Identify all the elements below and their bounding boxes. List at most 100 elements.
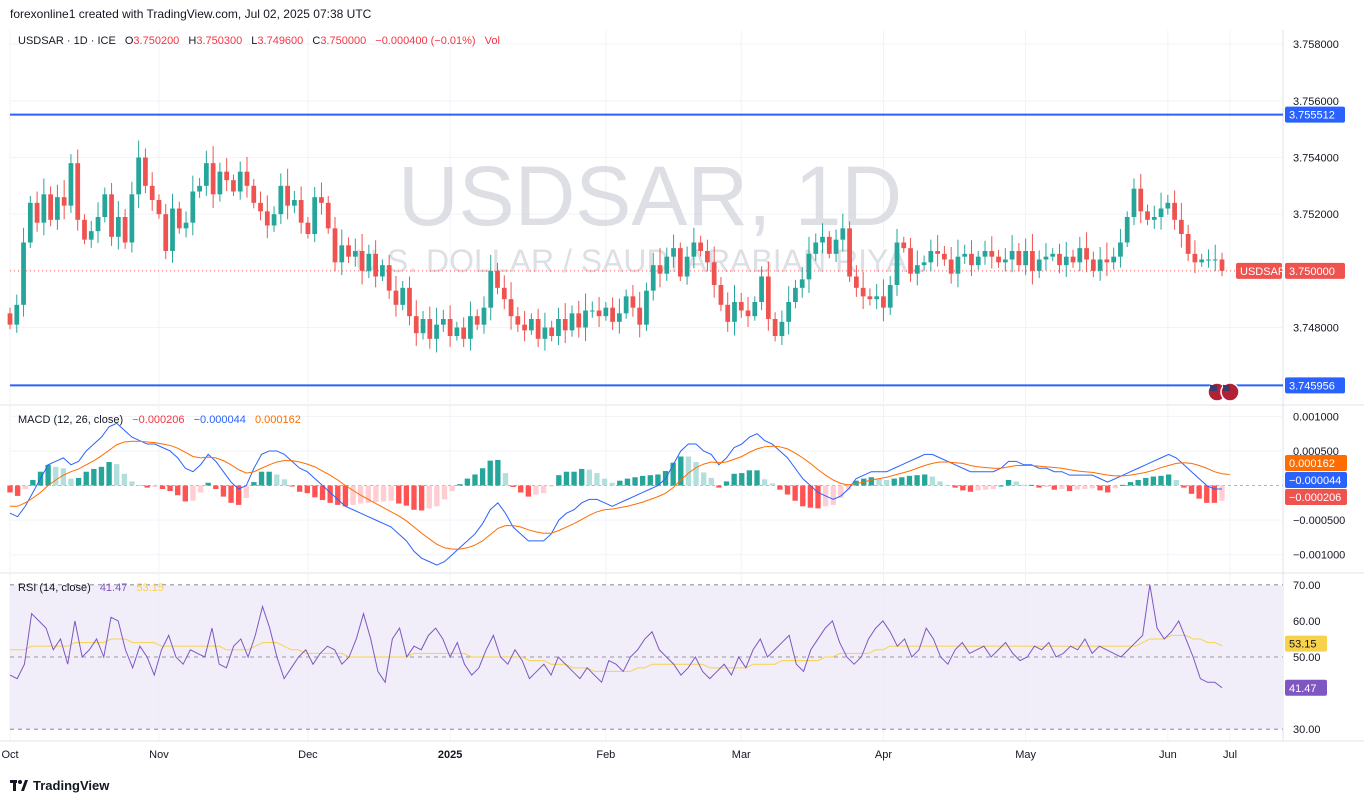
candle-body (339, 245, 345, 263)
macd-histogram-bar (1066, 485, 1073, 492)
candle (1185, 224, 1191, 262)
macd-histogram-bar (655, 474, 661, 486)
x-tick-label: May (1015, 749, 1036, 761)
macd-histogram-bar (579, 468, 585, 486)
macd-histogram-bar (624, 478, 631, 486)
candle-body (820, 236, 825, 243)
rsi-name[interactable]: RSI (14, close) (18, 582, 91, 594)
macd-histogram-bar (838, 485, 844, 498)
candle (989, 236, 995, 269)
candle-body (1165, 202, 1171, 209)
candle-body (217, 171, 223, 195)
macd-histogram-bar (144, 485, 150, 488)
candle (1030, 234, 1035, 285)
candle-body (522, 324, 527, 331)
candle-body (1016, 251, 1022, 266)
candle-body (583, 310, 588, 328)
macd-histogram-bar (792, 485, 798, 501)
macd-histogram-bar (373, 485, 379, 503)
tradingview-footer[interactable]: TradingView (10, 778, 109, 793)
macd-histogram-bar (807, 485, 814, 508)
candle-body (745, 310, 751, 317)
candle-body (772, 319, 778, 336)
candle (7, 307, 13, 330)
candle (278, 173, 284, 225)
rsi-tick-label: 30.00 (1293, 724, 1321, 736)
candle-body (380, 265, 385, 277)
candle-body (298, 200, 304, 223)
macd-histogram-bar (472, 474, 478, 486)
candle (528, 313, 534, 335)
candle (264, 195, 270, 239)
candle-body (1057, 253, 1062, 266)
candle-body (962, 253, 968, 257)
candle (258, 191, 263, 221)
candle (1212, 244, 1218, 272)
hline-price-tag (1285, 377, 1345, 394)
candle-body (400, 287, 406, 305)
candle (488, 254, 494, 321)
macd-histogram-bar (845, 485, 852, 490)
candle-body (1002, 259, 1008, 263)
candle-body (292, 200, 297, 206)
candle (725, 292, 731, 332)
macd-histogram-bar (967, 485, 974, 492)
macd-histogram-bar (357, 485, 364, 504)
macd-histogram-bar (1082, 485, 1088, 489)
candle-body (88, 231, 94, 240)
candle (122, 209, 128, 249)
candle-body (1023, 251, 1029, 266)
candle-body (495, 270, 500, 288)
candle-body (481, 307, 487, 325)
macd-histogram-bar (998, 485, 1004, 487)
x-tick-label: Oct (1, 749, 18, 761)
candle-body (975, 256, 981, 266)
rsi-tag (1285, 679, 1327, 696)
candle-body (840, 228, 846, 240)
macd-value-tag (1285, 455, 1347, 471)
candle-body (203, 163, 209, 186)
candle-body (1192, 253, 1198, 263)
candle (664, 247, 670, 281)
candle-body (373, 253, 379, 277)
macd-histogram-bar (540, 485, 547, 494)
macd-histogram-bar (533, 485, 539, 495)
macd-histogram-bar (1127, 482, 1134, 486)
candle (461, 317, 467, 347)
candle (698, 235, 704, 257)
macd-histogram-bar (739, 473, 745, 486)
candle (935, 235, 940, 267)
candle (210, 146, 216, 208)
symbol-label[interactable]: USDSAR · 1D · ICE (18, 35, 116, 47)
candle-body (1077, 248, 1083, 263)
candle (705, 239, 710, 272)
candle-body (576, 313, 582, 328)
price-tick-label: 3.758000 (1293, 39, 1339, 51)
high-label: H (188, 35, 197, 47)
macd-histogram-bar (769, 483, 775, 486)
flag-canton (1210, 385, 1217, 391)
macd-histogram-bar (83, 471, 89, 486)
macd-histogram-bar (220, 485, 227, 497)
candle (447, 305, 453, 347)
candle-body (738, 302, 744, 311)
candle (921, 255, 927, 271)
macd-histogram-bar (876, 478, 882, 486)
candle-body (935, 251, 940, 254)
macd-histogram-bar (7, 485, 13, 493)
candle (691, 227, 697, 269)
candle (48, 186, 53, 227)
macd-name[interactable]: MACD (12, 26, close) (18, 414, 124, 426)
candle-body (914, 265, 920, 274)
candle-body (1084, 248, 1089, 260)
candle (203, 150, 209, 196)
macd-histogram-bar (1211, 485, 1218, 503)
candle-body (312, 197, 318, 234)
candle (1206, 249, 1211, 268)
candle (197, 177, 202, 198)
candle-body (1158, 208, 1164, 217)
macd-histogram-bar (1165, 474, 1172, 486)
candle-body (122, 217, 128, 243)
candle (914, 250, 920, 286)
